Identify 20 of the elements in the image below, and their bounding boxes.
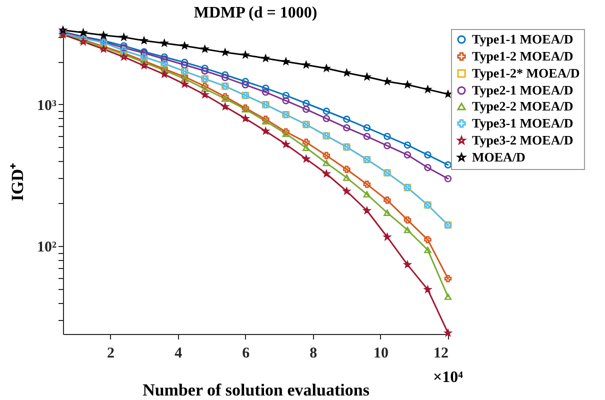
legend-label: Type1-2 MOEA/D xyxy=(472,48,574,64)
x-tick-label: 12 xyxy=(434,346,448,362)
x-tick-label: 10 xyxy=(373,346,388,362)
x-tick-label: 8 xyxy=(310,346,318,362)
text: ×10⁴ xyxy=(433,369,464,386)
legend-label: Type3-1 MOEA/D xyxy=(472,116,574,130)
legend-label: Type1-2* MOEA/D xyxy=(472,66,580,80)
legend-label: Type3-2 MOEA/D xyxy=(472,132,574,148)
x-tick-label: 4 xyxy=(174,346,183,362)
legend-label: Type1-1 MOEA/D xyxy=(472,32,574,46)
legend-label: MOEA/D xyxy=(472,150,526,164)
y-tick-label: 10² xyxy=(37,240,57,256)
legend-label: Type2-2 MOEA/D xyxy=(472,98,574,114)
x-tick-label: 2 xyxy=(107,346,115,362)
x-axis-title: Number of solution evaluations xyxy=(142,380,370,400)
chart-title: MDMP (d = 1000) xyxy=(194,4,318,22)
y-tick-label: 10³ xyxy=(37,98,57,114)
legend-label: Type2-1 MOEA/D xyxy=(472,82,574,98)
y-axis-title: IGD⁺ xyxy=(8,162,28,202)
x-tick-label: 6 xyxy=(242,346,250,362)
